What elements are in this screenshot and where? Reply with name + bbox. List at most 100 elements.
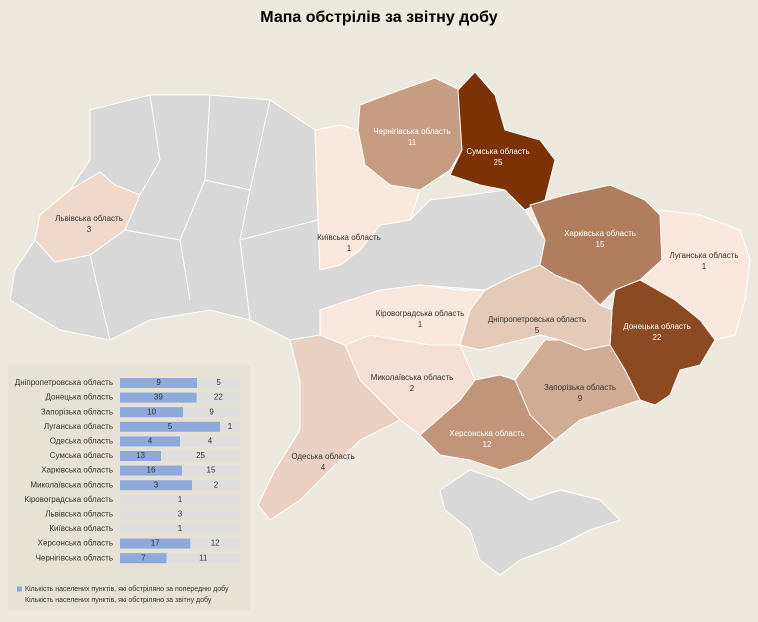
category-label: Миколаївська область: [30, 480, 113, 489]
bar-segment: [120, 407, 184, 418]
bar-value-label: 10: [147, 407, 156, 416]
category-label: Чернігівська область: [36, 553, 113, 562]
bar-segment: [192, 480, 240, 491]
bar-segment: [190, 538, 240, 549]
bar-segment: [161, 451, 240, 461]
region-borders: [89, 94, 319, 341]
bar-segment: [183, 407, 240, 418]
bar-value-label: 3: [178, 510, 183, 519]
bar-value-label: 13: [136, 451, 145, 460]
bar-value-label: 4: [148, 437, 153, 446]
base-map: [9, 94, 621, 576]
category-label: Сумська область: [50, 451, 113, 460]
region-value: 3: [87, 225, 92, 234]
category-label: Запорізька область: [41, 407, 113, 416]
region-value: 5: [535, 326, 540, 335]
bar-value-label: 12: [211, 539, 220, 548]
bar-value-label: 3: [154, 480, 159, 489]
region-name: Харківська область: [564, 229, 636, 238]
bar-value-label: 39: [154, 393, 163, 402]
bar-value-label: 2: [214, 480, 219, 489]
region-value: 11: [408, 138, 417, 147]
region-name: Луганська область: [669, 251, 738, 260]
bar-segment: [120, 436, 180, 447]
region-name: Донецька область: [623, 322, 691, 331]
bar-segment: [196, 392, 240, 403]
bar-value-label: 11: [199, 553, 208, 562]
bar-value-label: 4: [208, 437, 213, 446]
bar-value-label: 5: [216, 378, 221, 387]
region-name: Одеська область: [291, 452, 354, 461]
bar-segment: [120, 451, 162, 461]
category-label: Херсонська область: [38, 539, 113, 548]
region-name: Запорізька область: [544, 383, 616, 392]
region-value: 4: [321, 463, 326, 472]
legend-label: Кількість населених пунктів, які обстріл…: [25, 585, 229, 593]
bar-segment: [120, 524, 240, 534]
region: [314, 124, 421, 271]
bar-segment: [120, 465, 182, 476]
category-label: Дніпропетровська область: [15, 378, 113, 387]
bar-segment: [180, 436, 240, 447]
bar-segment: [120, 480, 192, 491]
region-name: Херсонська область: [449, 429, 524, 438]
bar-segment: [120, 509, 240, 520]
region-value: 25: [494, 158, 503, 167]
bar-segment: [166, 553, 240, 564]
category-label: Кіровоградська область: [24, 495, 113, 504]
region-name: Чернігівська область: [373, 127, 450, 136]
bar-segment: [120, 494, 240, 505]
region-name: Київська область: [317, 233, 381, 242]
region: [257, 334, 401, 521]
bar-value-label: 16: [147, 466, 156, 475]
bar-value-label: 15: [207, 466, 216, 475]
bar-segment: [197, 378, 240, 388]
region-value: 9: [578, 394, 583, 403]
legend-swatch: [17, 586, 22, 592]
bar-segment: [120, 421, 220, 432]
region-value: 15: [596, 240, 605, 249]
region-value: 1: [702, 262, 707, 271]
region-value: 22: [653, 333, 662, 342]
region: [34, 171, 141, 263]
region-name: Сумська область: [466, 147, 529, 156]
category-label: Донецька область: [45, 393, 113, 402]
region-name: Дніпропетровська область: [488, 315, 586, 324]
bar-value-label: 25: [196, 451, 205, 460]
region-name: Миколаївська область: [371, 373, 454, 382]
bar-value-label: 7: [141, 553, 146, 562]
region: [449, 71, 556, 211]
bar-value-label: 9: [209, 407, 214, 416]
category-label: Луганська область: [44, 422, 113, 431]
legend-label: Кількість населених пунктів, які обстріл…: [25, 596, 212, 604]
region-value: 1: [418, 320, 423, 329]
bar-segment: [120, 378, 198, 388]
bar-segment: [181, 465, 240, 476]
bar-segment: [120, 538, 191, 549]
bar-value-label: 1: [178, 524, 183, 533]
category-label: Київська область: [49, 524, 113, 533]
region-name: Кіровоградська область: [376, 309, 465, 318]
bar-segment: [120, 553, 167, 564]
region-value: 1: [347, 244, 352, 253]
category-label: Харківська область: [41, 466, 113, 475]
region-value: 2: [410, 384, 415, 393]
bar-value-label: 5: [168, 422, 173, 431]
bar-segment: [220, 421, 240, 432]
region-value: 12: [483, 440, 492, 449]
bar-segment: [120, 392, 197, 403]
title: Мапа обстрілів за звітну добу: [260, 9, 497, 26]
bar-value-label: 9: [156, 378, 161, 387]
region-name: Львівська область: [55, 214, 123, 223]
category-label: Одеська область: [50, 437, 113, 446]
bar-value-label: 17: [151, 539, 160, 548]
region: [319, 284, 486, 346]
category-label: Львівська область: [45, 510, 113, 519]
bar-value-label: 22: [214, 393, 223, 402]
bar-value-label: 1: [178, 495, 183, 504]
crimea: [439, 469, 621, 576]
bar-value-label: 1: [228, 422, 233, 431]
bar-chart: Дніпропетровська область 9 5 Донецька облас…: [15, 378, 240, 604]
